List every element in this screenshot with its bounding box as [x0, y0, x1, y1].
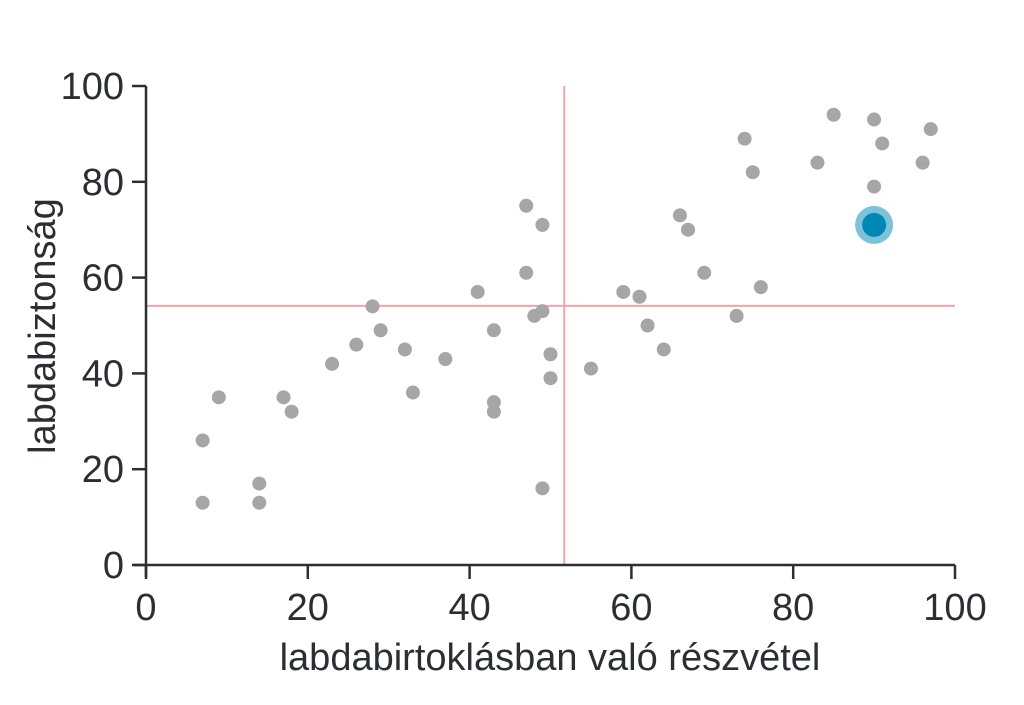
data-point[interactable] [656, 342, 671, 357]
data-point[interactable] [867, 179, 882, 194]
data-point[interactable] [640, 318, 655, 333]
data-point[interactable] [195, 495, 210, 510]
data-point[interactable] [616, 284, 631, 299]
y-axis-ticks: 0 20 40 60 80 100 [61, 66, 146, 587]
data-point[interactable] [583, 361, 598, 376]
data-point[interactable] [519, 265, 534, 280]
data-point[interactable] [867, 112, 882, 127]
x-tick-label: 40 [448, 587, 490, 629]
highlight-dot[interactable] [862, 212, 887, 237]
data-point[interactable] [543, 347, 558, 362]
data-point[interactable] [276, 390, 291, 405]
data-point[interactable] [535, 304, 550, 319]
data-point[interactable] [915, 155, 930, 170]
data-point[interactable] [875, 136, 890, 151]
x-axis-ticks: 0 20 40 60 80 100 [135, 565, 987, 629]
data-point[interactable] [697, 265, 712, 280]
x-tick-label: 0 [135, 587, 156, 629]
data-point[interactable] [729, 308, 744, 323]
data-point[interactable] [252, 476, 267, 491]
data-point[interactable] [486, 404, 501, 419]
data-point[interactable] [325, 356, 340, 371]
data-point[interactable] [632, 289, 647, 304]
y-axis-title: labdabiztonság [22, 198, 64, 454]
axes: 0 20 40 60 80 100 0 20 40 60 80 100 [61, 66, 987, 629]
x-tick-label: 20 [287, 587, 329, 629]
data-point[interactable] [923, 122, 938, 137]
reference-lines [146, 86, 955, 565]
data-point[interactable] [535, 217, 550, 232]
data-point[interactable] [284, 404, 299, 419]
data-point[interactable] [349, 337, 364, 352]
data-points [195, 107, 938, 510]
data-point[interactable] [745, 165, 760, 180]
data-point[interactable] [672, 208, 687, 223]
x-axis-title: labdabirtoklásban való részvétel [280, 637, 821, 679]
y-tick-label: 80 [82, 162, 124, 204]
data-point[interactable] [405, 385, 420, 400]
x-tick-label: 80 [772, 587, 814, 629]
data-point[interactable] [519, 198, 534, 213]
y-tick-label: 100 [61, 66, 124, 108]
data-point[interactable] [365, 299, 380, 314]
y-tick-label: 0 [103, 545, 124, 587]
data-point[interactable] [211, 390, 226, 405]
data-point[interactable] [438, 352, 453, 367]
data-point[interactable] [810, 155, 825, 170]
y-tick-label: 20 [82, 449, 124, 491]
data-point[interactable] [252, 495, 267, 510]
data-point[interactable] [486, 323, 501, 338]
y-tick-label: 40 [82, 353, 124, 395]
data-point[interactable] [397, 342, 412, 357]
data-point[interactable] [826, 107, 841, 122]
x-tick-label: 100 [923, 587, 986, 629]
data-point[interactable] [486, 395, 501, 410]
data-point[interactable] [543, 371, 558, 386]
data-point[interactable] [470, 284, 485, 299]
x-tick-label: 60 [610, 587, 652, 629]
data-point[interactable] [737, 131, 752, 146]
y-tick-label: 60 [82, 258, 124, 300]
data-point[interactable] [535, 481, 550, 496]
highlighted-point[interactable] [855, 205, 894, 244]
data-point[interactable] [681, 222, 696, 237]
data-point[interactable] [373, 323, 388, 338]
data-point[interactable] [195, 433, 210, 448]
data-point[interactable] [753, 280, 768, 295]
